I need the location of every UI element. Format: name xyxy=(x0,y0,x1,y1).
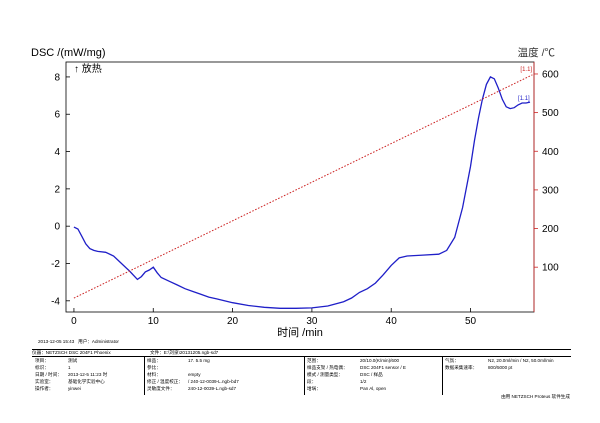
footer-timestamp: 2013-12-05 15:43 用户：Administrator xyxy=(38,339,119,345)
info-label: 坩埚： xyxy=(307,386,321,391)
exotherm-label: ↑ 放热 xyxy=(74,62,102,75)
info-value: empty xyxy=(188,372,201,377)
x-tick-label: 20 xyxy=(227,316,239,327)
file-text: 文件：E:\刘泉\20131205.ngb-sd7 xyxy=(150,350,219,355)
temperature-line xyxy=(73,74,533,299)
info-column: 气氛： N2, 20.0ml/min / N2, 50.0ml/min 数据采集速率… xyxy=(442,357,571,395)
software-note: 由用 NETZSCH Proteus 软件生成 xyxy=(501,394,570,399)
y-left-tick-label: -2 xyxy=(51,259,60,270)
y-right-tick-label: 600 xyxy=(542,69,559,80)
info-label: 实验室： xyxy=(35,379,54,384)
dsc-curve xyxy=(73,76,531,309)
info-label: 灵敏度文件： xyxy=(147,386,175,391)
info-value: 1 xyxy=(68,365,71,370)
info-value: 2013-12-5 11:23 时 xyxy=(68,372,108,377)
x-tick-label: 40 xyxy=(386,316,398,327)
info-value: 基础化学实验中心 xyxy=(68,379,105,384)
info-value: Pan Al, open xyxy=(360,386,387,391)
info-label: 样品支架 / 热电偶： xyxy=(307,365,348,370)
y-left-tick-label: -4 xyxy=(51,296,60,307)
info-value: / 240-12-0039-L.ngb-bd7 xyxy=(188,379,239,384)
temperature-end-label: [1.1] xyxy=(520,67,532,73)
y-right-axis-title: 温度 /℃ xyxy=(518,46,556,59)
y-right-tick-label: 300 xyxy=(542,185,559,196)
info-value: 20/10.0(K/min)/600 xyxy=(360,358,400,363)
info-value: 17. 5.5 mg xyxy=(188,358,210,363)
info-label: 修正 / 温度校正： xyxy=(147,379,183,384)
info-value: 1/2 xyxy=(360,379,367,384)
x-axis-title: 时间 /min xyxy=(277,326,323,339)
info-label: 项目： xyxy=(35,358,49,363)
info-value: 240-12-0039-L.ngb-sd7 xyxy=(188,386,237,391)
info-value: DSC / 样品 xyxy=(360,372,383,377)
info-value: N2, 20.0ml/min / N2, 50.0ml/min xyxy=(488,358,554,363)
x-tick-label: 50 xyxy=(465,316,477,327)
info-label: 范围： xyxy=(307,358,321,363)
info-label: 参比： xyxy=(147,365,161,370)
y-left-tick-label: 4 xyxy=(54,147,60,158)
x-tick-label: 10 xyxy=(148,316,160,327)
info-label: 日期 / 时间： xyxy=(35,372,62,377)
info-label: 操作者： xyxy=(35,386,54,391)
info-value: yinwei xyxy=(68,386,81,391)
info-value: 800/5000 pt xyxy=(488,365,513,370)
plot-frame xyxy=(65,61,535,313)
info-grid: 项目： 测试标识： 1 日期 / 时间： 2013-12-5 11:23 时实验室： 基础… xyxy=(32,357,571,395)
y-right-tick-label: 100 xyxy=(542,263,559,274)
info-label: 段： xyxy=(307,379,317,384)
info-column: 范围： 20/10.0(K/min)/600 样品支架 / 热电偶： DSC 204F… xyxy=(304,357,443,395)
x-tick-label: 30 xyxy=(306,316,318,327)
y-left-tick-label: 0 xyxy=(54,222,60,233)
y-left-tick-label: 6 xyxy=(54,110,60,121)
info-header-row: 仪器：NETZSCH DSC 204F1 Phoenix 文件：E:\刘泉\20… xyxy=(32,350,571,357)
info-label: 气氛： xyxy=(445,358,459,363)
info-label: 标识： xyxy=(35,365,49,370)
y-left-tick-label: 2 xyxy=(54,184,60,195)
y-left-axis-title: DSC /(mW/mg) xyxy=(31,47,106,59)
y-right-tick-label: 500 xyxy=(542,108,559,119)
info-label: 模式 / 测量类型： xyxy=(307,372,343,377)
y-left-tick-label: 8 xyxy=(54,72,60,83)
info-value: 测试 xyxy=(68,358,78,363)
x-tick-label: 0 xyxy=(71,316,77,327)
timestamp-text: 2013-12-05 15:43 xyxy=(38,339,75,344)
instrument-text: 仪器：NETZSCH DSC 204F1 Phoenix xyxy=(32,350,111,355)
y-right-tick-label: 200 xyxy=(542,224,559,235)
info-column: 项目： 测试标识： 1 日期 / 时间： 2013-12-5 11:23 时实验室： 基础… xyxy=(32,357,145,395)
info-column: 样品： 17. 5.5 mg 参比： 材料： empty 修正 / 温度校正： / 240-… xyxy=(144,357,305,395)
info-label: 材料： xyxy=(147,372,161,377)
y-right-tick-label: 400 xyxy=(542,147,559,158)
dsc-end-label: [1.1] xyxy=(518,96,530,102)
info-label: 样品： xyxy=(147,358,161,363)
measurement-info-table: 仪器：NETZSCH DSC 204F1 Phoenix 文件：E:\刘泉\20… xyxy=(32,349,571,395)
user-text: 用户：Administrator xyxy=(78,339,119,344)
info-value: DSC 204F1 sensor / E xyxy=(360,365,406,370)
info-label: 数据采集速率： xyxy=(445,365,478,370)
